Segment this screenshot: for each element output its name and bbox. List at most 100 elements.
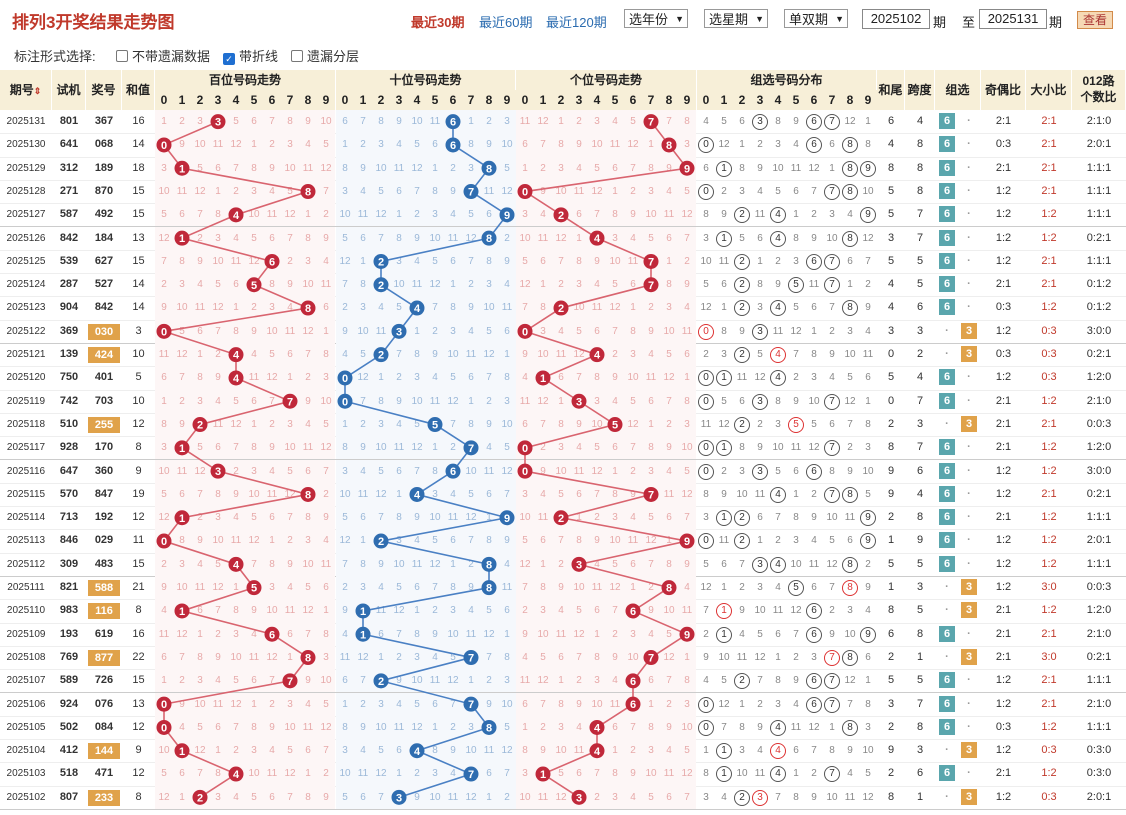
group-cell: 10 [826, 512, 838, 524]
miss-cell: 9 [678, 552, 696, 576]
group-cell: 9 [775, 279, 781, 291]
range-to-input[interactable]: 2025131 [979, 9, 1047, 29]
miss-cell: 2 [606, 343, 624, 367]
nav-recent-60[interactable]: 最近60期 [479, 15, 533, 30]
miss-cell: 11 [227, 249, 245, 274]
miss-cell: 5 [245, 506, 263, 530]
miss-cell [588, 226, 606, 250]
header-digit: 0 [516, 90, 534, 110]
miss-cell: 1 [227, 576, 245, 600]
miss-cell: 4 [281, 296, 299, 320]
miss-cell: 1 [516, 156, 534, 180]
group6-tag: 6 [939, 695, 955, 712]
year-select[interactable]: 选年份 [624, 9, 688, 29]
span-cell: 7 [916, 697, 924, 710]
option-no-miss[interactable]: 不带遗漏数据 [116, 46, 210, 65]
group-cell: 10 [862, 745, 874, 757]
big-small-cell: 2:1 [1041, 138, 1057, 151]
miss-cell: 5 [462, 482, 480, 507]
header-digit: 6 [805, 90, 823, 110]
sum-cell: 13 [132, 231, 145, 244]
issue-cell: 2025120 [6, 372, 46, 384]
big-small-cell: 1:2 [1041, 231, 1057, 244]
miss-cell: 9 [173, 133, 191, 157]
sum-tail-cell: 3 [887, 697, 895, 710]
miss-cell: 6 [480, 203, 498, 227]
miss-cell: 5 [354, 343, 372, 367]
sum-cell: 14 [132, 278, 145, 291]
group-type-cell: · 3 [935, 413, 981, 436]
issue-cell: 2025131 [6, 116, 46, 127]
miss-cell: 6 [209, 436, 227, 460]
miss-cell [372, 343, 390, 367]
group-cell: 7 [823, 693, 841, 716]
group-cell: 8 [841, 716, 859, 739]
miss-cell: 4 [227, 226, 245, 250]
group-ball: 3 [752, 556, 768, 573]
miss-cell: 1 [263, 529, 281, 553]
miss-cell: 12 [155, 226, 173, 250]
miss-cell: 7 [660, 389, 678, 413]
group-cell: 6 [757, 232, 763, 244]
miss-cell: 9 [317, 506, 335, 530]
checkbox-icon[interactable] [291, 50, 303, 62]
miss-cell: 11 [498, 576, 516, 600]
miss-cell: 7 [588, 203, 606, 227]
nav-recent-30[interactable]: 最近30期 [411, 15, 465, 30]
miss-cell: 8 [336, 156, 354, 180]
miss-cell: 8 [462, 412, 480, 437]
checkbox-icon[interactable] [116, 50, 128, 62]
group-ball: 3 [752, 393, 768, 410]
group-cell: 12 [844, 395, 856, 407]
group-ball: 0 [698, 393, 714, 410]
option-polyline[interactable]: ✓ 带折线 [223, 46, 278, 65]
miss-cell: 5 [191, 156, 209, 180]
miss-cell: 10 [552, 179, 570, 204]
route-cell: 0:1:2 [1086, 301, 1112, 314]
option-miss-layer[interactable]: 遗漏分层 [291, 46, 359, 65]
issue-cell: 2025130 [6, 139, 46, 151]
miss-cell [570, 389, 588, 413]
range-from-input[interactable]: 2025102 [862, 9, 930, 29]
miss-cell [155, 133, 173, 157]
header-span: 跨度 [905, 70, 935, 110]
miss-cell: 1 [516, 715, 534, 740]
miss-cell: 2 [390, 645, 408, 670]
miss-cell: 10 [660, 599, 678, 623]
header-digit: 1 [173, 90, 191, 110]
miss-cell: 7 [480, 366, 498, 390]
header-digit: 0 [697, 90, 715, 110]
weekday-select[interactable]: 选星期 [704, 9, 768, 29]
miss-cell: 11 [480, 179, 498, 204]
group-cell: 8 [841, 553, 859, 576]
miss-cell: 11 [570, 459, 588, 483]
miss-cell: 12 [317, 436, 335, 460]
miss-cell: 3 [444, 599, 462, 623]
miss-cell: 9 [390, 389, 408, 413]
miss-cell: 4 [426, 645, 444, 670]
miss-cell [173, 156, 191, 180]
header-route: 012路 个数比 [1072, 70, 1126, 110]
miss-cell: 6 [390, 459, 408, 483]
route-cell: 3:0:0 [1086, 464, 1112, 477]
miss-cell: 5 [155, 203, 173, 227]
miss-cell: 12 [570, 622, 588, 646]
group3-tag: 3 [961, 742, 977, 759]
group-cell: 12 [862, 791, 874, 803]
view-button[interactable]: 查看 [1077, 11, 1113, 29]
sort-arrow-icon[interactable]: ⇕ [33, 86, 42, 96]
miss-cell: 6 [606, 715, 624, 740]
odd-even-issue-select[interactable]: 单双期 [784, 9, 848, 29]
span-cell: 8 [916, 138, 924, 151]
header-digit: 8 [480, 90, 498, 110]
group-cell: 5 [775, 185, 781, 197]
miss-cell: 5 [498, 715, 516, 740]
nav-recent-120[interactable]: 最近120期 [546, 15, 607, 30]
group6-tag: 6 [939, 625, 955, 642]
group-cell: 5 [721, 116, 727, 127]
miss-cell: 12 [263, 645, 281, 670]
checkbox-checked-icon[interactable]: ✓ [223, 53, 235, 65]
miss-cell: 11 [390, 436, 408, 460]
miss-cell [336, 366, 354, 390]
miss-cell: 8 [660, 273, 678, 297]
